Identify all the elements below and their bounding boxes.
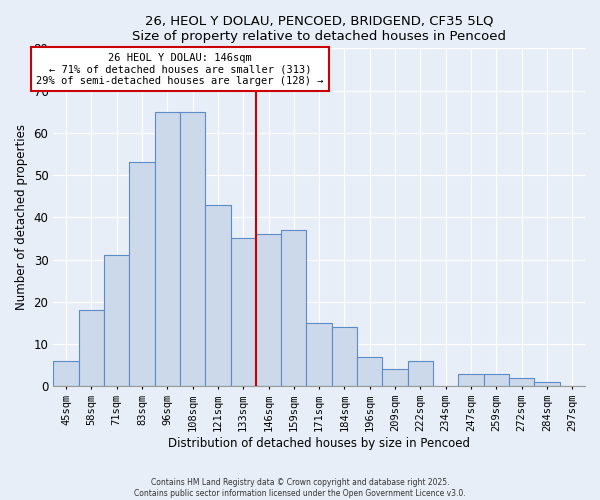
Text: 26 HEOL Y DOLAU: 146sqm
← 71% of detached houses are smaller (313)
29% of semi-d: 26 HEOL Y DOLAU: 146sqm ← 71% of detache… xyxy=(36,52,323,86)
Bar xyxy=(180,112,205,386)
Bar xyxy=(332,327,357,386)
Bar xyxy=(535,382,560,386)
Bar xyxy=(484,374,509,386)
Bar xyxy=(53,361,79,386)
Bar xyxy=(129,162,155,386)
Bar xyxy=(104,256,129,386)
Bar xyxy=(155,112,180,386)
Bar xyxy=(307,323,332,386)
Y-axis label: Number of detached properties: Number of detached properties xyxy=(15,124,28,310)
Bar xyxy=(230,238,256,386)
Bar xyxy=(458,374,484,386)
Bar xyxy=(357,356,382,386)
Bar xyxy=(509,378,535,386)
Bar xyxy=(205,204,230,386)
X-axis label: Distribution of detached houses by size in Pencoed: Distribution of detached houses by size … xyxy=(168,437,470,450)
Bar xyxy=(408,361,433,386)
Bar xyxy=(382,370,408,386)
Bar xyxy=(79,310,104,386)
Bar xyxy=(281,230,307,386)
Text: Contains HM Land Registry data © Crown copyright and database right 2025.
Contai: Contains HM Land Registry data © Crown c… xyxy=(134,478,466,498)
Bar xyxy=(256,234,281,386)
Title: 26, HEOL Y DOLAU, PENCOED, BRIDGEND, CF35 5LQ
Size of property relative to detac: 26, HEOL Y DOLAU, PENCOED, BRIDGEND, CF3… xyxy=(132,15,506,43)
